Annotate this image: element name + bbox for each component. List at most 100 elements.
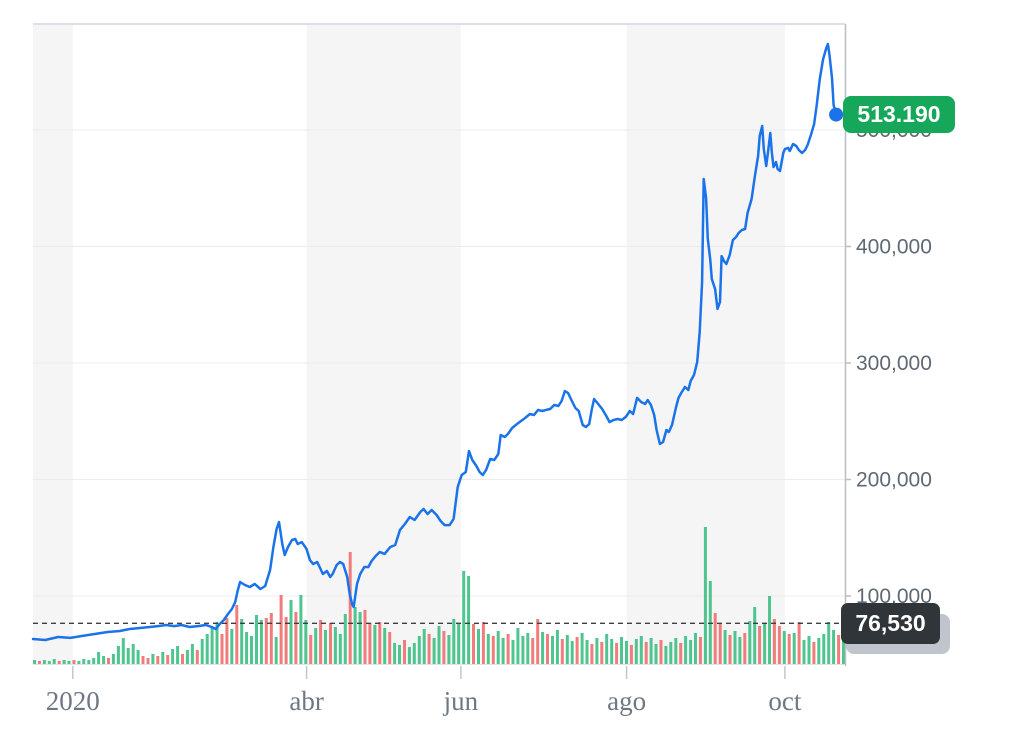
volume-bar: [250, 636, 253, 664]
volume-bar: [659, 640, 663, 664]
volume-bar: [590, 644, 594, 664]
volume-bar: [703, 527, 707, 664]
last-price-badge: 513.190: [843, 96, 955, 133]
volume-bar: [501, 638, 505, 664]
volume-bar: [200, 639, 204, 664]
volume-bar: [763, 624, 767, 664]
volume-bar: [782, 631, 786, 664]
volume-bar: [560, 639, 564, 664]
volume-bar: [77, 661, 81, 664]
volume-bar: [585, 640, 589, 664]
x-axis-label: ago: [607, 686, 646, 716]
volume-bar: [684, 636, 688, 664]
volume-bar: [294, 612, 298, 664]
volume-bar: [220, 634, 224, 664]
volume-bar: [279, 595, 283, 664]
volume-bar: [329, 623, 332, 664]
volume-bar: [689, 640, 693, 664]
volume-bar: [575, 637, 579, 664]
volume-bar: [768, 596, 771, 664]
volume-bar: [565, 635, 569, 664]
y-axis-label: 100,000: [856, 585, 932, 608]
volume-bar: [437, 626, 441, 664]
volume-bar: [664, 646, 668, 664]
volume-bar: [713, 613, 717, 664]
volume-bar: [807, 636, 811, 664]
y-axis-label: 200,000: [856, 469, 932, 492]
volume-bar: [181, 654, 184, 664]
volume-bar: [506, 634, 510, 664]
volume-bar: [264, 618, 268, 664]
volume-bar: [383, 628, 387, 664]
volume-bar: [141, 656, 145, 664]
volume-bar: [299, 595, 303, 664]
y-axis-label: 400,000: [856, 236, 932, 259]
volume-bar: [131, 644, 135, 664]
volume-bar: [245, 632, 249, 664]
volume-bar: [447, 635, 451, 664]
volume-bar: [171, 649, 175, 664]
volume-bar: [348, 552, 352, 664]
volume-bar: [289, 600, 293, 664]
volume-bar: [343, 614, 347, 664]
volume-bar: [615, 643, 619, 664]
volume-bar: [580, 633, 584, 664]
volume-bar: [536, 619, 540, 664]
y-axis-label: 300,000: [856, 352, 932, 375]
volume-bar: [837, 635, 841, 664]
volume-bar: [812, 642, 816, 664]
volume-bar: [753, 607, 757, 664]
volume-bar: [255, 615, 258, 664]
last-price-dot: [829, 107, 844, 122]
volume-bar: [521, 636, 525, 664]
volume-bar: [620, 637, 623, 664]
volume-bar: [743, 633, 747, 664]
volume-bar: [442, 631, 446, 664]
reference-price-badge: 76,530: [841, 603, 940, 644]
volume-bar: [605, 634, 609, 664]
volume-bar: [777, 626, 781, 664]
volume-bar: [486, 634, 490, 664]
volume-bar: [205, 634, 209, 664]
volume-bar: [551, 636, 554, 664]
volume-bar: [511, 640, 515, 664]
volume-bar: [570, 641, 574, 664]
volume-bar: [33, 660, 36, 664]
volume-bar: [324, 630, 327, 664]
volume-bar: [92, 658, 96, 664]
volume-bar: [259, 620, 263, 664]
volume-bar: [146, 658, 150, 664]
volume-bar: [546, 634, 549, 664]
volume-bar: [472, 624, 475, 664]
volume-bar: [47, 661, 51, 664]
volume-bar: [111, 654, 115, 664]
volume-bar: [116, 646, 120, 664]
volume-bar: [477, 629, 480, 664]
volume-bar: [210, 628, 214, 664]
volume-bar: [629, 645, 633, 664]
volume-bar: [338, 634, 342, 664]
volume-bar: [319, 620, 323, 664]
volume-bar: [378, 622, 382, 664]
volume-bar: [644, 642, 648, 664]
volume-bar: [72, 660, 76, 664]
volume-bar: [802, 640, 806, 664]
volume-bar: [432, 638, 436, 664]
volume-bar: [235, 605, 239, 664]
volume-bar: [156, 656, 160, 664]
volume-bar: [166, 655, 170, 664]
x-axis-label: jun: [443, 686, 479, 716]
volume-bar: [87, 660, 91, 664]
volume-bar: [126, 648, 130, 664]
volume-bar: [240, 619, 244, 664]
volume-bar: [422, 629, 426, 664]
volume-bar: [516, 628, 520, 664]
volume-bar: [531, 638, 535, 664]
volume-bar: [161, 652, 165, 664]
volume-bar: [832, 630, 836, 664]
volume-bar: [176, 646, 180, 664]
volume-bar: [107, 658, 110, 664]
volume-bar: [136, 650, 140, 664]
